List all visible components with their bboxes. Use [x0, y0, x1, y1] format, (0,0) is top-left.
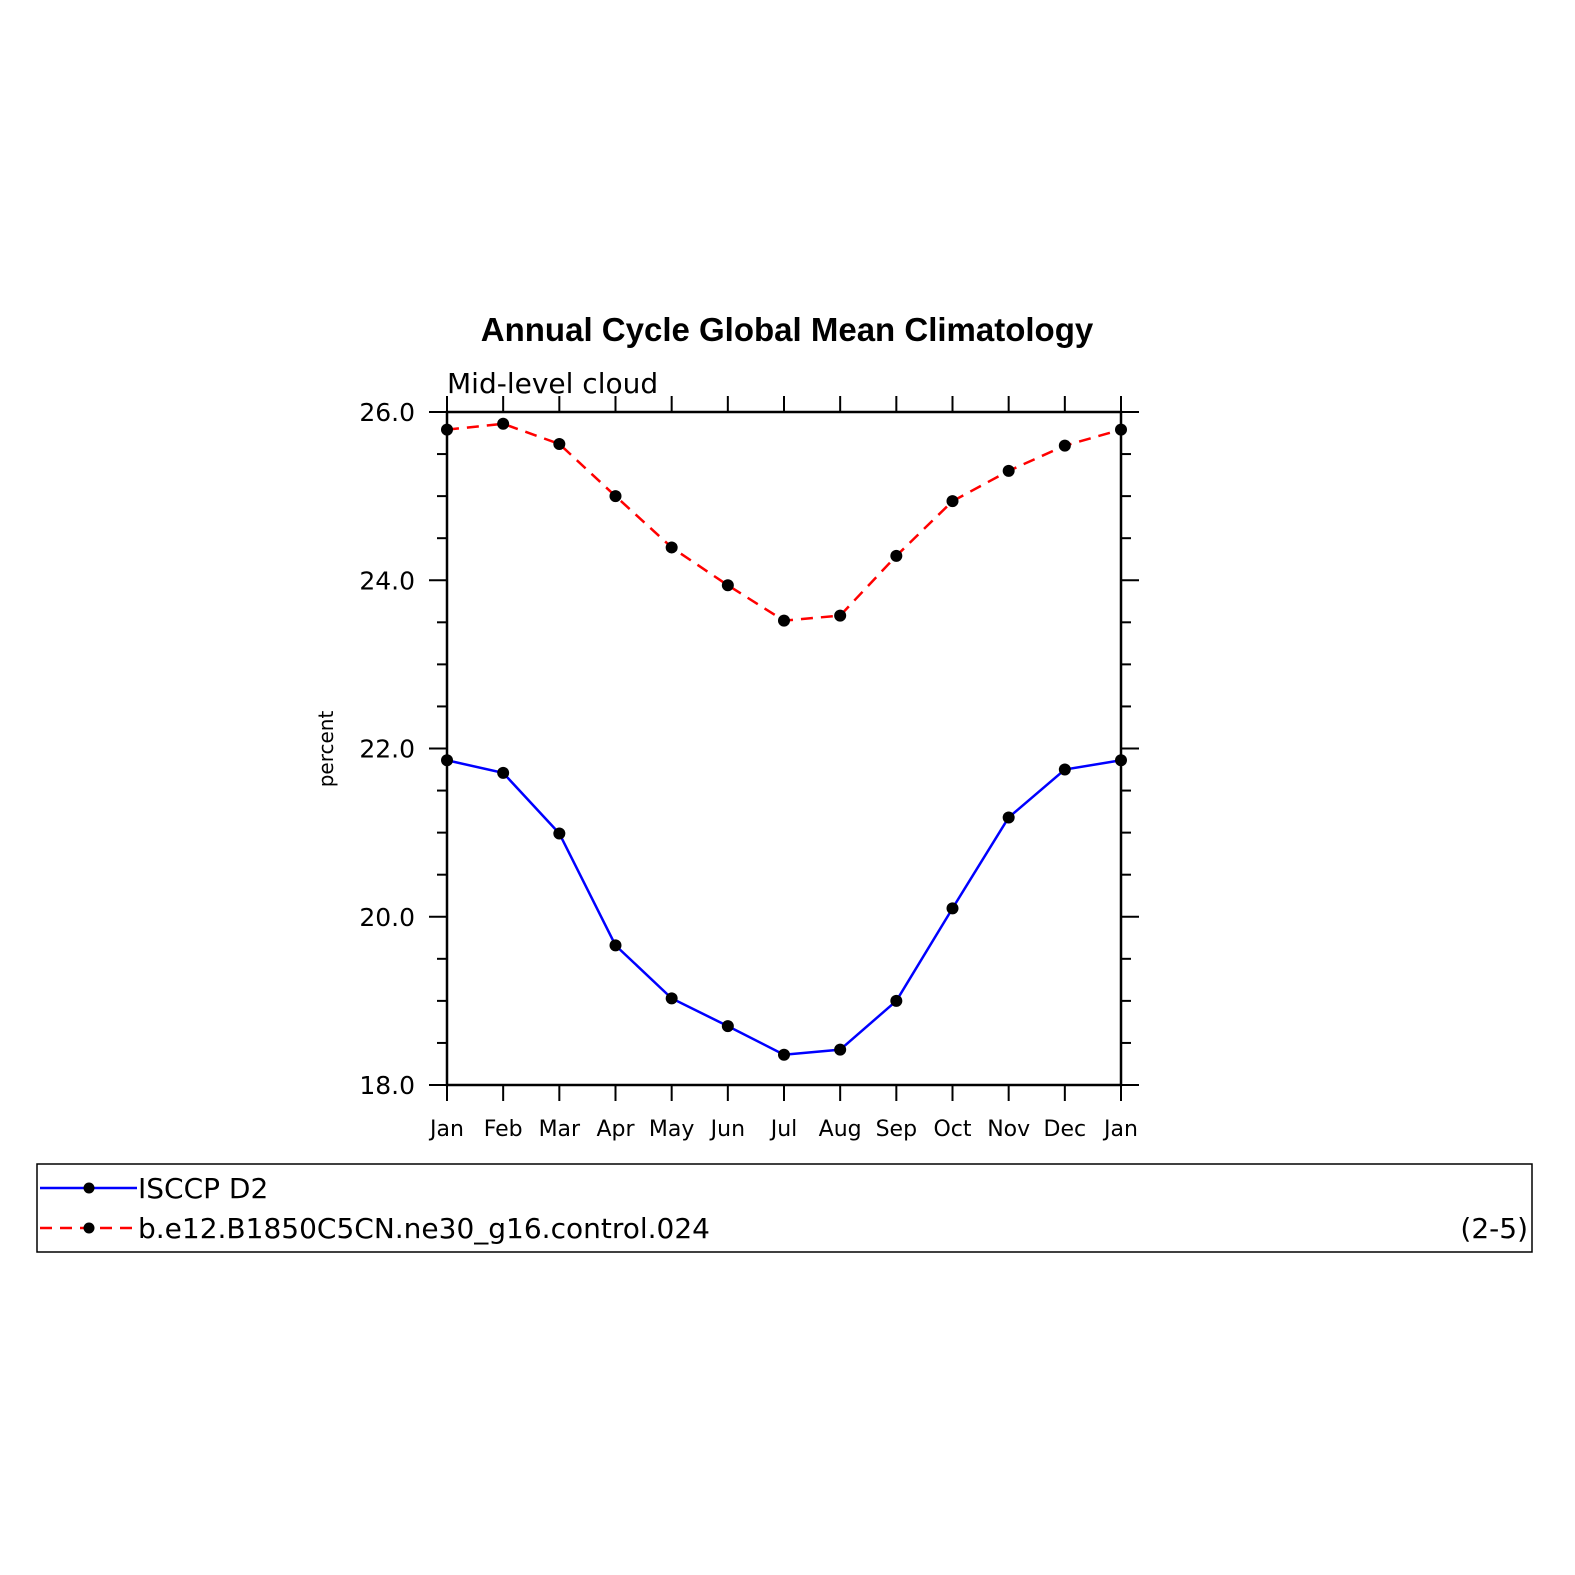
data-point-series-1	[890, 994, 903, 1007]
data-point-series-2	[609, 490, 622, 503]
data-point-series-2	[778, 614, 790, 627]
legend-label-1: ISCCP D2	[138, 1172, 268, 1205]
legend-marker-1	[83, 1182, 95, 1194]
y-tick-label: 20.0	[359, 903, 415, 932]
series-line-1	[446, 759, 1122, 1056]
data-point-series-2	[665, 541, 678, 554]
data-point-series-1	[1058, 763, 1071, 776]
x-tick-label: May	[649, 1117, 694, 1142]
data-point-series-2	[834, 609, 847, 622]
data-point-series-2	[721, 579, 734, 592]
data-point-series-2	[1058, 439, 1071, 452]
chart-subtitle: Mid-level cloud	[447, 367, 658, 400]
data-point-series-1	[778, 1048, 790, 1061]
legend-item-1: ISCCP D2	[40, 1172, 268, 1205]
y-tick-label: 24.0	[359, 566, 415, 595]
series-line-2	[446, 422, 1122, 622]
legend-item-2: b.e12.B1850C5CN.ne30_g16.control.024	[40, 1212, 710, 1245]
data-point-series-1	[1002, 811, 1015, 824]
plot-frame	[445, 410, 1123, 1087]
data-point-series-2	[946, 495, 959, 508]
panel-label: (2-5)	[1460, 1212, 1528, 1245]
x-tick-label: Nov	[987, 1117, 1030, 1142]
x-tick-label: Jul	[769, 1117, 798, 1142]
plot-axes	[429, 396, 1139, 1101]
x-tick-label: Dec	[1044, 1117, 1087, 1142]
x-tick-label: Jun	[709, 1117, 745, 1142]
data-point-series-1	[497, 766, 510, 779]
data-point-series-1	[721, 1020, 734, 1033]
x-tick-label: Jan	[1102, 1117, 1138, 1142]
data-point-series-1	[834, 1043, 847, 1056]
data-point-series-1	[553, 827, 566, 840]
x-tick-label: Sep	[876, 1117, 917, 1142]
series-layer	[441, 417, 1127, 1061]
tick-labels: 18.0 20.0 22.0 24.0 26.0 Jan Feb Mar Apr May Jun Ju…	[359, 398, 1138, 1142]
data-point-series-1	[609, 939, 622, 952]
data-point-series-2	[890, 549, 903, 562]
data-point-series-2	[497, 417, 510, 430]
x-tick-label: Jan	[428, 1117, 464, 1142]
x-tick-label: Oct	[933, 1117, 971, 1142]
x-tick-label: Aug	[819, 1117, 862, 1142]
legend-label-2: b.e12.B1850C5CN.ne30_g16.control.024	[138, 1212, 710, 1245]
data-point-series-1	[441, 754, 453, 767]
data-point-series-1	[665, 992, 678, 1005]
data-point-series-2	[1002, 464, 1015, 477]
data-point-series-2	[553, 437, 566, 450]
x-tick-label: Feb	[484, 1117, 523, 1142]
x-tick-label: Mar	[539, 1117, 581, 1142]
y-tick-label: 22.0	[359, 735, 415, 764]
y-tick-label: 26.0	[359, 398, 415, 427]
data-point-series-2	[441, 423, 453, 436]
y-axis-label: percent	[314, 711, 338, 788]
data-point-series-1	[946, 902, 959, 915]
data-point-series-2	[1115, 423, 1127, 436]
legend-box	[36, 1163, 1533, 1253]
chart-title: Annual Cycle Global Mean Climatology	[481, 311, 1094, 348]
x-tick-label: Apr	[596, 1117, 635, 1142]
legend-marker-2	[83, 1222, 95, 1234]
y-tick-label: 18.0	[359, 1071, 415, 1100]
data-point-series-1	[1115, 754, 1127, 767]
